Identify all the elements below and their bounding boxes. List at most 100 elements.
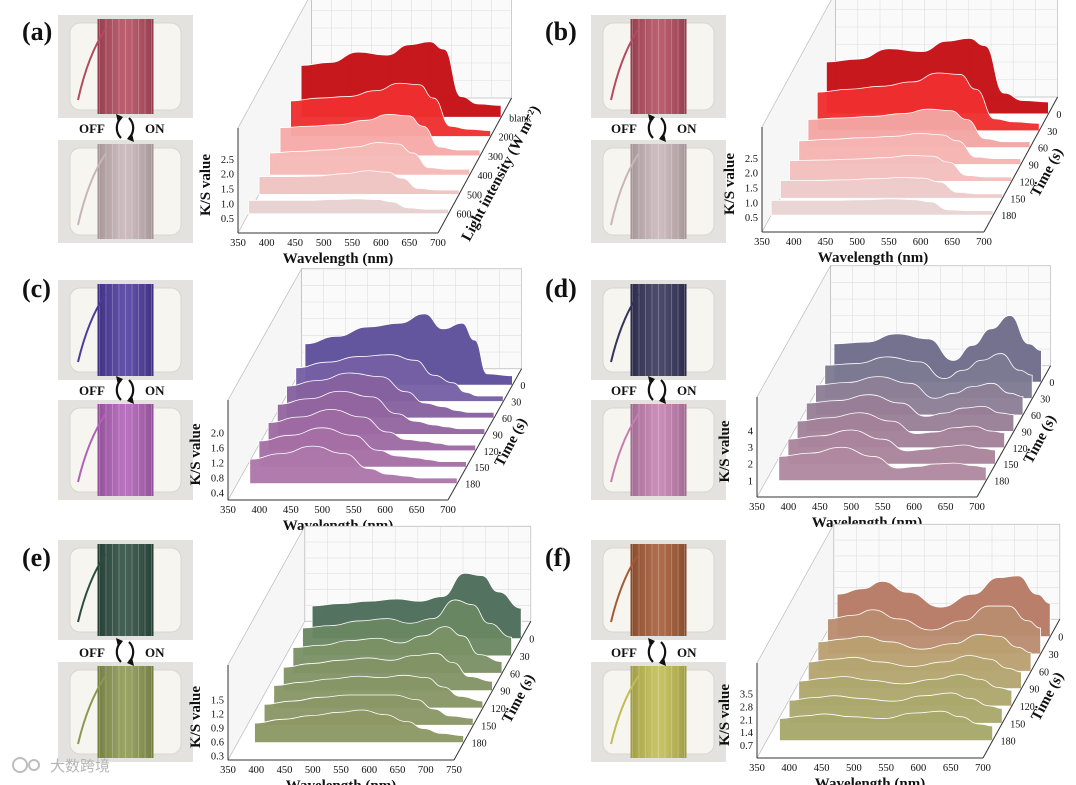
arrowhead-icon (659, 657, 666, 666)
photo-on-a (58, 140, 193, 243)
loose-thread (77, 413, 107, 483)
arrowhead-icon (127, 395, 134, 404)
x-tick-label: 550 (344, 238, 360, 249)
z-axis-label: Time (s) (1028, 146, 1067, 200)
y-tick-label: 1.0 (745, 198, 758, 209)
x-tick-label: 500 (305, 765, 321, 776)
x-tick-label: 400 (781, 763, 797, 774)
chart-c: 0 30 60 90 120 150 180 350 400 450 500 550 600 650 700… (188, 267, 531, 534)
arrowhead-icon (127, 657, 134, 666)
watermark-icon (12, 757, 28, 773)
y-tick-label: 0.5 (745, 213, 758, 224)
y-tick-label: 1.4 (740, 728, 754, 739)
category-label: 150 (1010, 194, 1025, 205)
panel-label-d: (d) (545, 274, 577, 303)
z-axis (447, 368, 523, 501)
panel-label-e: (e) (22, 543, 51, 572)
category-label: 150 (1010, 719, 1025, 730)
series-area-120 (789, 154, 1012, 182)
category-label: 30 (1049, 650, 1059, 661)
y-tick-label: 2.0 (745, 169, 758, 180)
y-tick-label: 1.6 (211, 444, 224, 455)
x-tick-label: 750 (446, 765, 462, 776)
x-tick-label: 450 (814, 763, 830, 774)
y-axis-label: K/S value (188, 686, 204, 748)
category-label: 120 (484, 447, 499, 458)
x-tick-label: 650 (943, 763, 959, 774)
y-tick-label: 2.0 (211, 429, 224, 440)
loose-thread (610, 553, 640, 623)
series-area-600 (248, 198, 449, 215)
label-off: OFF (79, 383, 105, 398)
x-tick-label: 650 (402, 238, 418, 249)
x-tick-label: 700 (440, 505, 456, 516)
panel-label-b: (b) (545, 17, 577, 46)
x-tick-label: 350 (749, 502, 765, 513)
x-tick-label: 400 (252, 505, 268, 516)
label-off: OFF (611, 121, 637, 136)
y-tick-label: 0.3 (211, 751, 224, 762)
x-tick-label: 650 (944, 237, 960, 248)
y-tick-label: 1.0 (221, 199, 234, 210)
thread-shading (97, 666, 154, 758)
y-axis-label: K/S value (722, 153, 738, 215)
x-tick-label: 700 (418, 765, 434, 776)
z-axis-label: Time (s) (1028, 670, 1067, 724)
loose-thread (610, 675, 640, 745)
x-tick-label: 500 (843, 502, 859, 513)
panel-label-f: (f) (545, 543, 571, 572)
label-layer: (a) OFF ON (b) OFF ON (c) OFF ON (d) OFF ON (e) OFF ON… (22, 17, 697, 666)
arrowhead-icon (659, 395, 666, 404)
arrowhead-icon (127, 133, 134, 142)
x-tick-label: 650 (938, 502, 954, 513)
category-label: 30 (1040, 395, 1050, 406)
z-axis (983, 96, 1059, 233)
thread-shading (97, 404, 154, 496)
x-tick-label: 350 (754, 237, 770, 248)
loose-thread (77, 553, 107, 623)
x-tick-label: 450 (812, 502, 828, 513)
y-axis-label: K/S value (717, 684, 733, 746)
x-tick-label: 600 (377, 505, 393, 516)
x-tick-label: 700 (430, 238, 446, 249)
x-tick-label: 650 (409, 505, 425, 516)
photo-on-c (58, 400, 193, 500)
photo-off-f (591, 540, 726, 640)
z-axis-label: Time (s) (1021, 413, 1060, 467)
series-area-500 (258, 170, 460, 195)
chart-d: 0 30 60 90 120 150 180 350 400 450 500 550 600 650 700… (717, 264, 1060, 531)
watermark: 大数跨境 (12, 757, 110, 775)
y-tick-label: 1.2 (211, 459, 224, 470)
switch-arrows: OFF ON (611, 376, 697, 404)
category-label: 90 (500, 687, 510, 698)
watermark-text: 大数跨境 (50, 757, 110, 775)
x-tick-label: 700 (969, 502, 985, 513)
y-tick-label: 2.0 (221, 170, 234, 181)
category-label: 400 (478, 171, 493, 182)
x-tick-label: 400 (781, 502, 797, 513)
y-tick-label: 1.5 (221, 185, 234, 196)
switch-arrows: OFF ON (79, 638, 165, 666)
series-area-90 (798, 132, 1022, 165)
x-tick-label: 600 (911, 763, 927, 774)
x-tick-label: 500 (316, 238, 332, 249)
x-tick-label: 600 (913, 237, 929, 248)
y-axis-label: K/S value (717, 420, 733, 482)
photo-on-f (591, 662, 726, 762)
thread-shading (630, 144, 687, 239)
x-tick-label: 500 (846, 763, 862, 774)
label-off: OFF (611, 645, 637, 660)
category-label: 0 (1049, 378, 1054, 389)
label-off: OFF (79, 121, 105, 136)
category-label: 90 (1029, 161, 1039, 172)
arrowhead-icon (648, 376, 655, 385)
x-tick-label: 700 (976, 237, 992, 248)
category-label: 120 (1013, 444, 1028, 455)
x-axis-label: Wavelength (nm) (815, 776, 925, 785)
y-tick-label: 2.1 (740, 715, 753, 726)
category-label: 0 (1058, 633, 1063, 644)
arrowhead-icon (648, 114, 655, 123)
category-label: 150 (474, 463, 489, 474)
series-area-180 (249, 445, 458, 484)
